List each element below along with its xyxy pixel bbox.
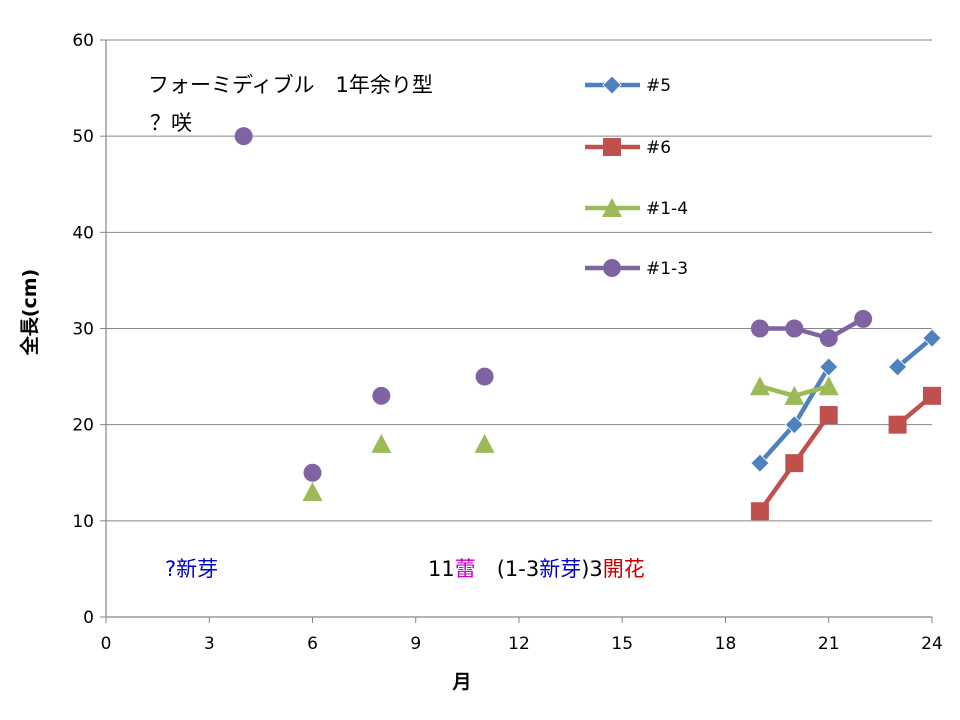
series-5 <box>750 328 942 473</box>
x-axis-title: 月 <box>451 671 471 693</box>
y-tick-label: 0 <box>83 608 94 628</box>
x-tick-label: 12 <box>508 634 530 654</box>
legend-label: #1-4 <box>646 199 688 219</box>
data-point <box>475 367 494 386</box>
data-point <box>818 376 839 396</box>
y-tick-label: 10 <box>72 512 94 532</box>
series-1-3 <box>234 127 873 482</box>
data-point <box>302 481 323 501</box>
data-point <box>750 502 769 521</box>
series-line <box>758 365 831 465</box>
series-line <box>896 336 934 369</box>
data-point <box>371 433 392 453</box>
y-tick-label: 40 <box>72 223 94 243</box>
data-point <box>785 319 804 338</box>
x-tick-label: 21 <box>818 634 840 654</box>
legend-item: #1-4 <box>585 198 688 219</box>
x-tick-label: 0 <box>101 634 112 654</box>
y-tick-label: 50 <box>72 127 94 147</box>
legend-marker <box>603 138 621 156</box>
x-tick-label: 15 <box>611 634 633 654</box>
data-point <box>234 127 253 146</box>
stage-annotation-part: 新芽 <box>539 557 581 581</box>
data-point <box>750 319 769 338</box>
stage-annotation: 11蕾 (1-3新芽)3開花 <box>428 557 645 581</box>
data-point <box>784 385 805 405</box>
data-series <box>234 127 942 521</box>
data-point <box>749 376 770 396</box>
legend-item: #1-3 <box>585 259 688 279</box>
data-point <box>372 386 391 405</box>
data-point <box>819 357 839 377</box>
x-tick-label: 24 <box>921 634 943 654</box>
grid-lines <box>106 39 932 522</box>
legend: #5 #6 #1-4 #1-3 <box>585 75 688 279</box>
data-point <box>888 415 907 434</box>
legend-item: #5 <box>585 75 671 96</box>
x-tick-label: 9 <box>410 634 421 654</box>
data-point <box>888 357 908 377</box>
legend-label: #6 <box>646 138 671 158</box>
y-tick-label: 30 <box>72 320 94 340</box>
legend-label: #1-3 <box>646 259 688 279</box>
y-tick-label: 60 <box>72 31 94 51</box>
series-6 <box>750 386 941 521</box>
bloom-annotation: ？咲 <box>150 111 192 135</box>
data-point <box>784 415 804 435</box>
data-point <box>923 386 941 405</box>
series-1-4 <box>302 376 839 501</box>
x-tick-label: 18 <box>715 634 737 654</box>
x-tick-label: 3 <box>204 634 215 654</box>
x-tick-label: 6 <box>307 634 318 654</box>
chart-title-annotation: フォーミディブル 1年余り型 <box>148 73 433 97</box>
series-line <box>759 316 865 341</box>
legend-marker <box>603 259 621 277</box>
legend-label: #5 <box>646 76 671 96</box>
legend-marker <box>602 198 622 217</box>
data-point <box>750 453 770 473</box>
new-bud-annotation: ?新芽 <box>165 557 218 581</box>
data-point <box>474 433 495 453</box>
stage-annotation-part: 11 <box>428 557 455 581</box>
data-point <box>303 463 322 482</box>
stage-annotation-part: 蕾 <box>455 557 476 581</box>
legend-marker <box>602 75 622 95</box>
data-point <box>922 328 942 348</box>
y-tick-label: 20 <box>72 416 94 436</box>
y-tick-labels: 0 10 20 30 40 50 60 <box>72 31 94 628</box>
x-tick-labels: 0 3 6 9 12 15 18 21 24 <box>101 634 943 654</box>
data-point <box>854 309 873 328</box>
data-point <box>819 406 838 425</box>
legend-item: #6 <box>585 138 671 158</box>
data-point <box>785 454 804 473</box>
y-axis-title: 全長(cm) <box>18 269 41 356</box>
axes <box>100 39 933 623</box>
data-point <box>819 329 838 348</box>
stage-annotation-part: )3 <box>581 557 603 581</box>
stage-annotation-part: (1-3 <box>476 557 540 581</box>
stage-annotation-part: 開花 <box>603 557 645 581</box>
